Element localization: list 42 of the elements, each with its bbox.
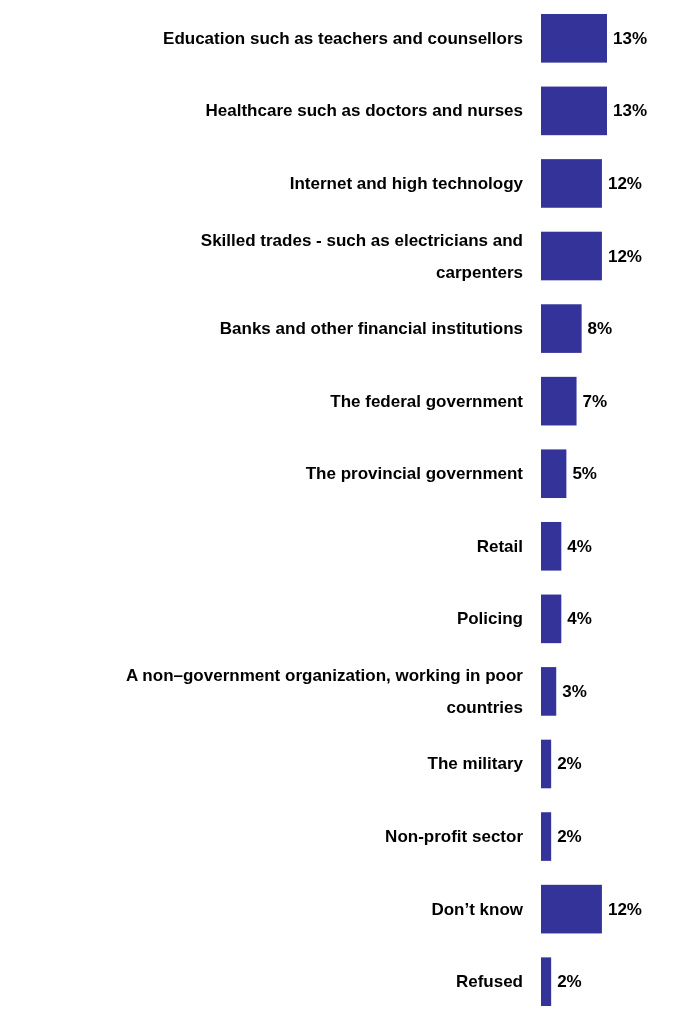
bar [541, 304, 582, 353]
data-label: 13% [613, 101, 648, 121]
bar [541, 812, 552, 861]
bar [541, 957, 552, 1006]
data-label: 4% [567, 536, 592, 556]
data-label: 12% [607, 246, 642, 266]
bar [541, 231, 602, 281]
bar [541, 159, 602, 208]
data-label: 13% [613, 28, 648, 48]
y-tick-label: Education such as teachers and counsellors [163, 28, 523, 48]
y-tick-label: Skilled trades - such as electricians and carpenters [200, 230, 523, 282]
data-label: 8% [587, 319, 613, 339]
y-tick-label: Internet and high technology [289, 173, 524, 193]
y-tick-label: Healthcare such as doctors and nurses [205, 101, 523, 121]
bar [541, 739, 552, 789]
y-tick-label: Don’t know [431, 899, 524, 919]
bar [541, 376, 577, 426]
y-tick-label: Banks and other financial institutions [219, 319, 523, 339]
data-label: 2% [557, 827, 582, 847]
y-tick-label: Policing [456, 609, 523, 629]
y-tick-label: A non–government organization, working in poor countries [126, 665, 524, 717]
data-label: 7% [582, 391, 608, 411]
data-label: 12% [607, 173, 642, 193]
y-tick-label: The provincial government [305, 464, 524, 484]
bar [541, 667, 557, 716]
bar [541, 14, 607, 63]
data-label: 2% [557, 754, 582, 774]
data-label: 12% [607, 899, 642, 919]
y-tick-label: The military [427, 754, 524, 774]
data-label: 2% [557, 972, 582, 992]
bar [541, 86, 607, 136]
bar [541, 449, 567, 499]
y-tick-label: Non-profit sector [385, 827, 524, 847]
y-tick-label: Refused [455, 972, 523, 992]
data-label: 4% [567, 609, 592, 629]
data-label: 5% [572, 464, 597, 484]
bar [541, 521, 562, 571]
y-tick-label: Retail [476, 536, 523, 556]
bar [541, 884, 602, 934]
y-tick-label: The federal government [330, 391, 524, 411]
bar [541, 594, 562, 644]
data-label: 3% [562, 681, 587, 701]
